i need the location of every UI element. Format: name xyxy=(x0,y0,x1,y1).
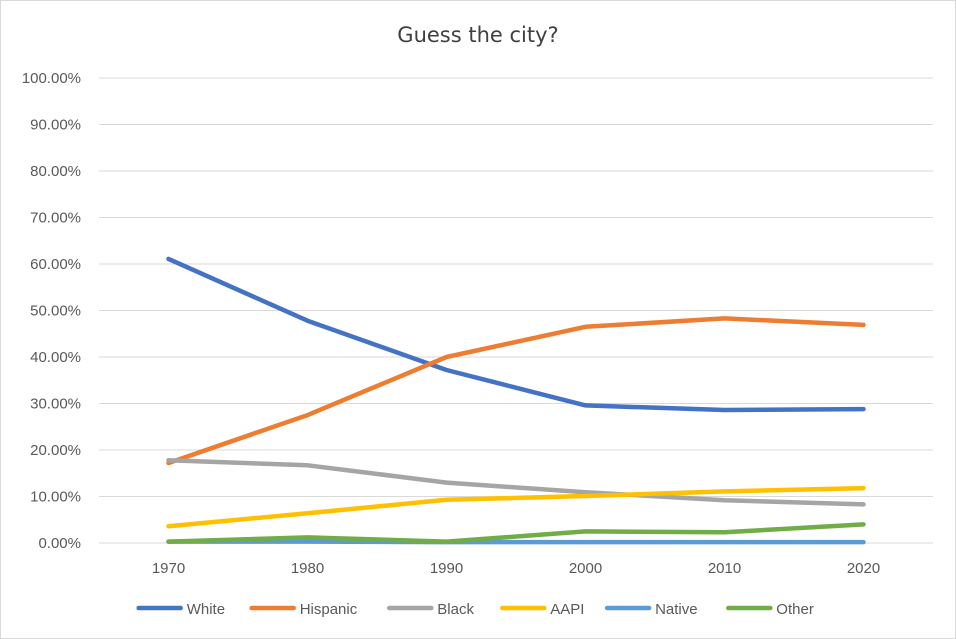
series-line-hispanic xyxy=(166,316,866,466)
y-tick-label: 0.00% xyxy=(38,535,81,552)
x-tick-label: 1990 xyxy=(430,560,463,577)
y-tick-label: 50.00% xyxy=(30,303,81,320)
x-tick-label: 2000 xyxy=(569,560,602,577)
series-lines xyxy=(166,256,866,545)
y-tick-label: 40.00% xyxy=(30,349,81,366)
y-tick-label: 10.00% xyxy=(30,489,81,506)
y-tick-label: 70.00% xyxy=(30,210,81,227)
series-line-aapi xyxy=(166,485,866,529)
legend: White Hispanic Black AAPI Native Other xyxy=(136,601,814,618)
legend-label-native: Native xyxy=(655,601,698,618)
legend-label-white: White xyxy=(187,601,225,618)
y-tick-label: 30.00% xyxy=(30,396,81,413)
series-line-black xyxy=(166,457,866,507)
legend-label-aapi: AAPI xyxy=(550,601,584,618)
y-tick-label: 90.00% xyxy=(30,117,81,134)
series-line-native xyxy=(166,539,866,545)
x-tick-label: 1970 xyxy=(152,560,185,577)
y-tick-label: 60.00% xyxy=(30,256,81,273)
x-tick-label: 1980 xyxy=(291,560,324,577)
x-axis-tick-labels: 1970 1980 1990 2000 2010 2020 xyxy=(152,560,880,577)
gridlines xyxy=(99,77,933,544)
y-tick-label: 100.00% xyxy=(22,70,81,87)
series-line-white xyxy=(166,256,866,413)
chart-title: Guess the city? xyxy=(397,23,559,47)
y-tick-label: 20.00% xyxy=(30,442,81,459)
series-line-other xyxy=(166,522,866,544)
legend-label-black: Black xyxy=(437,601,474,618)
legend-label-other: Other xyxy=(776,601,814,618)
x-tick-label: 2020 xyxy=(847,560,880,577)
y-tick-label: 80.00% xyxy=(30,163,81,180)
legend-label-hispanic: Hispanic xyxy=(300,601,358,618)
x-tick-label: 2010 xyxy=(708,560,741,577)
y-axis-tick-labels: 0.00% 10.00% 20.00% 30.00% 40.00% 50.00% 60.00… xyxy=(22,70,81,552)
